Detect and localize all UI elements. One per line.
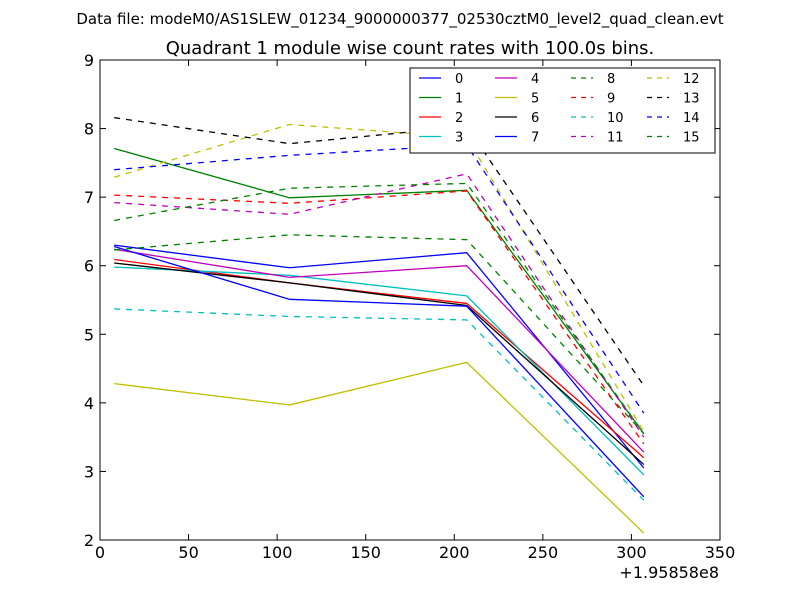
- x-offset-label: +1.95858e8: [619, 563, 719, 582]
- x-tick-label: 300: [616, 543, 647, 562]
- legend-box: [409, 67, 716, 154]
- y-tick-label: 8: [84, 120, 94, 139]
- series-line-9: [114, 190, 645, 445]
- series-line-2: [114, 258, 645, 459]
- legend-label-8: 8: [607, 72, 615, 87]
- legend-label-7: 7: [531, 131, 539, 146]
- legend-label-3: 3: [455, 131, 463, 146]
- y-tick-label: 9: [84, 51, 94, 70]
- legend-label-0: 0: [455, 72, 463, 87]
- series-line-7: [113, 245, 645, 498]
- x-tick-label: 150: [350, 543, 381, 562]
- legend-label-6: 6: [531, 111, 539, 126]
- legend-label-14: 14: [683, 111, 700, 126]
- x-tick-label: 50: [178, 543, 198, 562]
- chart-title: Quadrant 1 module wise count rates with …: [166, 38, 655, 59]
- plot-frame: [99, 59, 721, 541]
- chart-suptitle: Data file: modeM0/AS1SLEW_01234_90000003…: [76, 10, 723, 29]
- x-tick-label: 250: [528, 543, 559, 562]
- y-tick-label: 6: [84, 257, 94, 276]
- series-line-15: [114, 182, 645, 435]
- legend-label-12: 12: [683, 72, 700, 87]
- legend-label-11: 11: [607, 131, 624, 146]
- series-line-5: [114, 361, 645, 534]
- y-tick-label: 3: [84, 462, 94, 481]
- y-tick-label: 2: [84, 531, 94, 550]
- x-tick-label: 0: [95, 543, 105, 562]
- series-layer: [113, 116, 645, 534]
- legend-label-10: 10: [607, 111, 624, 126]
- series-line-1: [113, 147, 645, 435]
- x-tick-label: 100: [262, 543, 293, 562]
- legend-label-13: 13: [683, 92, 700, 107]
- legend-label-2: 2: [455, 111, 463, 126]
- series-line-0: [114, 244, 645, 469]
- series-line-10: [114, 308, 645, 501]
- series-line-13: [114, 116, 645, 387]
- legend-label-5: 5: [531, 92, 539, 107]
- series-line-4: [114, 248, 645, 453]
- y-tick-label: 4: [84, 394, 94, 413]
- series-line-8: [114, 234, 645, 435]
- x-tick-label: 350: [705, 543, 736, 562]
- series-line-11: [114, 173, 645, 438]
- series-line-12: [113, 123, 645, 432]
- y-tick-label: 5: [84, 325, 94, 344]
- legend-label-9: 9: [607, 92, 615, 107]
- series-line-14: [114, 144, 645, 414]
- legend-label-4: 4: [531, 72, 539, 87]
- y-tick-label: 7: [84, 188, 94, 207]
- legend-label-15: 15: [683, 131, 700, 146]
- legend-label-1: 1: [455, 92, 463, 107]
- x-tick-label: 200: [439, 543, 470, 562]
